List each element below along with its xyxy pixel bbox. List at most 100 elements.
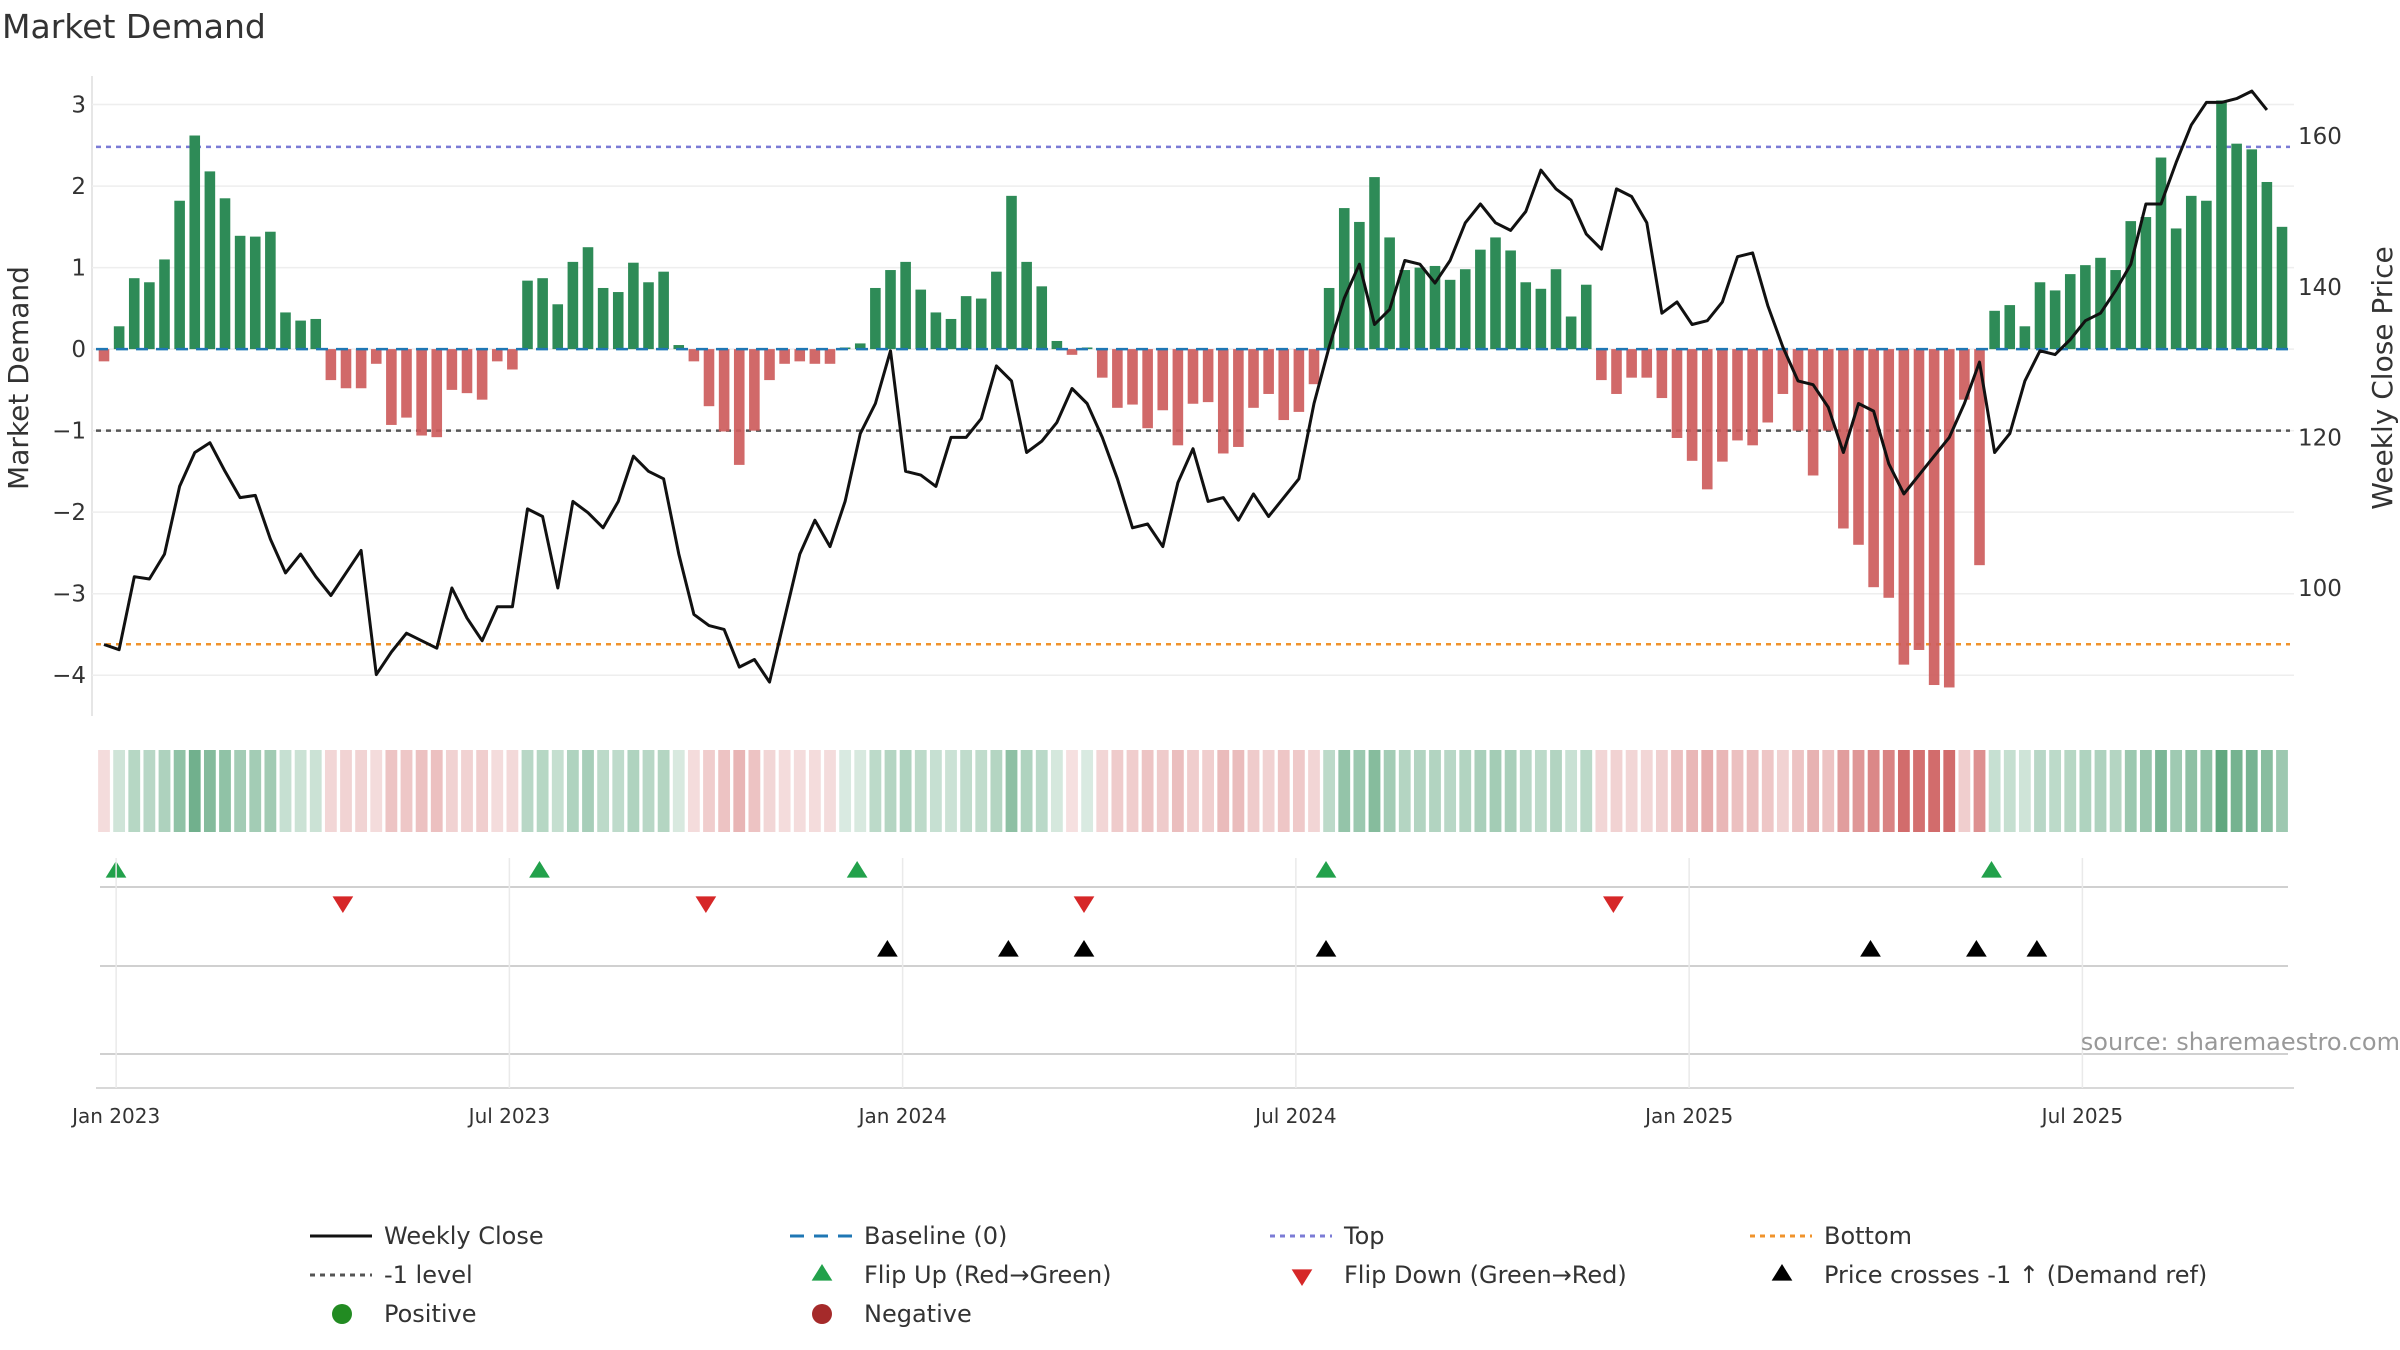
demand-bar-128: [2034, 282, 2046, 350]
heat-cell-139: [2200, 750, 2213, 832]
heat-cell-71: [1171, 750, 1184, 832]
heat-cell-20: [400, 750, 413, 832]
legend-swatch-negative: [812, 1304, 832, 1324]
demand-bar-91: [1475, 249, 1486, 350]
demand-bar-43: [749, 349, 760, 431]
demand-bar-85: [1384, 237, 1395, 350]
demand-bar-44: [764, 349, 775, 381]
left-tick-label-1: 2: [71, 174, 86, 200]
demand-bar-41: [718, 349, 730, 432]
demand-bar-24: [461, 349, 473, 394]
demand-bar-47: [809, 349, 821, 364]
heat-cell-80: [1308, 750, 1320, 832]
demand-bar-94: [1520, 282, 1532, 350]
demand-bar-130: [2064, 274, 2076, 350]
legend-label-minus_one: -1 level: [384, 1261, 473, 1289]
demand-bar-71: [1172, 349, 1184, 446]
heat-cell-138: [2185, 750, 2198, 832]
demand-bar-10: [249, 236, 261, 350]
demand-bar-69: [1142, 349, 1153, 429]
demand-bar-34: [612, 292, 624, 350]
legend-swatch-positive: [332, 1304, 352, 1324]
heat-cell-62: [1035, 750, 1048, 832]
demand-bar-104: [1671, 349, 1683, 438]
demand-bar-67: [1112, 349, 1123, 408]
demand-bar-76: [1248, 349, 1259, 408]
x-tick-label-1: Jul 2023: [467, 1104, 550, 1128]
legend-label-baseline: Baseline (0): [864, 1222, 1007, 1250]
demand-bar-22: [431, 349, 443, 438]
heat-cell-76: [1247, 750, 1260, 832]
demand-bar-132: [2095, 257, 2106, 350]
heat-cell-83: [1353, 750, 1366, 832]
demand-bar-26: [491, 349, 503, 362]
demand-bar-120: [1913, 349, 1925, 650]
heat-cell-70: [1156, 750, 1169, 832]
heat-cell-52: [884, 750, 897, 832]
heat-cell-131: [2079, 750, 2092, 832]
heat-cell-32: [582, 750, 594, 832]
heat-cell-19: [385, 750, 398, 832]
demand-bar-111: [1777, 349, 1789, 394]
heat-cell-11: [264, 750, 277, 832]
demand-bar-73: [1202, 349, 1214, 403]
heat-cell-125: [1988, 750, 2001, 832]
demand-bar-102: [1641, 349, 1653, 378]
chart-title: Market Demand: [2, 7, 266, 46]
heat-cell-129: [2049, 750, 2062, 832]
lower-vertical-gridlines: [115, 858, 2084, 1088]
demand-bar-40: [703, 349, 715, 407]
demand-bar-8: [219, 198, 231, 350]
demand-bar-66: [1096, 349, 1108, 378]
demand-bar-80: [1308, 349, 1320, 385]
weekly-close-line: [103, 89, 2269, 684]
heat-cell-25: [476, 750, 489, 832]
heat-cell-37: [657, 750, 670, 832]
demand-bar-98: [1580, 284, 1592, 350]
empty-panel: [96, 1053, 2294, 1089]
heat-cell-112: [1792, 750, 1804, 832]
demand-bar-84: [1369, 177, 1380, 350]
demand-bar-108: [1732, 349, 1743, 441]
heat-cell-26: [491, 750, 504, 832]
heat-cell-21: [415, 750, 428, 832]
right-ticks: 160 140 120 100: [2298, 124, 2342, 602]
heat-cell-44: [763, 750, 776, 832]
heat-cell-8: [219, 750, 231, 832]
flip-down-marker-3: [1603, 896, 1624, 913]
demand-bar-100: [1611, 349, 1622, 394]
demand-bar-27: [507, 349, 518, 370]
heat-cell-85: [1383, 750, 1396, 832]
heat-cell-123: [1958, 750, 1971, 832]
heat-cell-94: [1519, 750, 1532, 832]
heat-cell-6: [188, 750, 201, 832]
demand-bar-3: [144, 282, 155, 350]
demand-bar-46: [794, 349, 806, 362]
heat-cell-18: [370, 750, 383, 832]
heat-cell-106: [1701, 750, 1714, 832]
heat-cell-50: [854, 750, 867, 832]
demand-bar-137: [2170, 228, 2182, 350]
heat-cell-28: [521, 750, 534, 832]
heat-cell-40: [703, 750, 715, 832]
heat-cell-68: [1126, 750, 1139, 832]
heat-cell-110: [1761, 750, 1774, 832]
legend-label-price_line: Weekly Close: [384, 1222, 544, 1250]
heat-cell-17: [355, 750, 368, 832]
heat-cell-51: [869, 750, 882, 832]
demand-bar-38: [673, 345, 685, 350]
heat-cell-53: [899, 750, 912, 832]
demand-bar-62: [1036, 286, 1048, 350]
demand-bar-56: [945, 318, 957, 350]
demand-bar-58: [975, 298, 987, 350]
heat-cell-61: [1020, 750, 1033, 832]
left-tick-label-7: −4: [52, 663, 86, 689]
cross-marker-4: [1860, 940, 1881, 957]
left-tick-label-2: 1: [71, 256, 86, 282]
demand-bar-17: [355, 349, 367, 389]
demand-bars: [98, 100, 2288, 688]
legend: Weekly Close Baseline (0) Top Bottom -1 leve…: [310, 1222, 2207, 1328]
heat-cell-74: [1217, 750, 1230, 832]
heat-cell-57: [960, 750, 973, 832]
